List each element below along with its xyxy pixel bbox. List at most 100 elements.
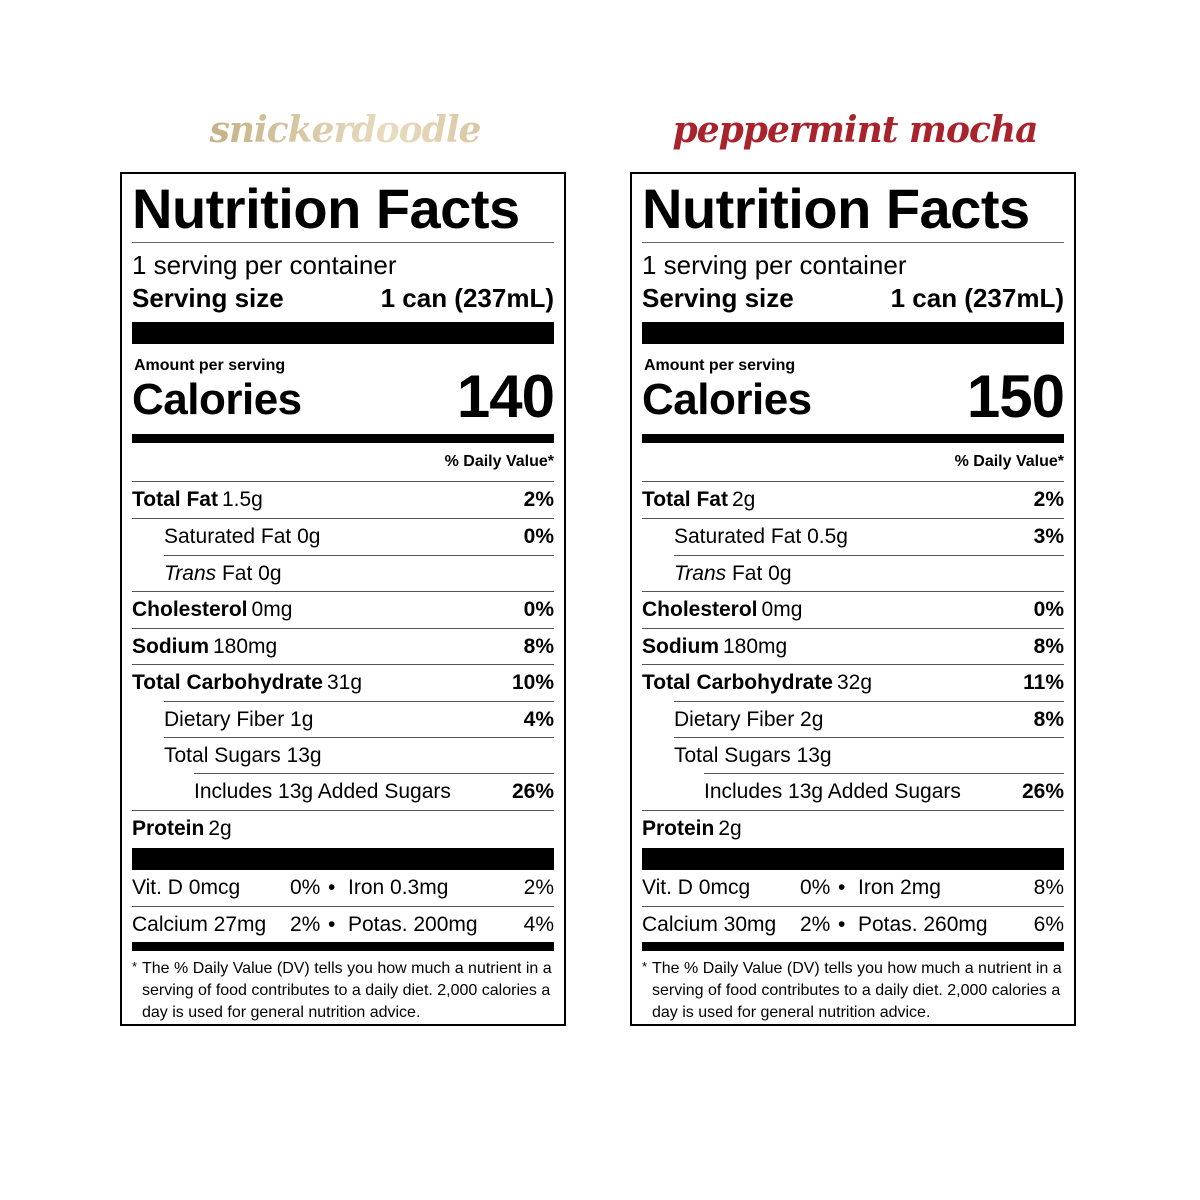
- nutrient-name-italic: Trans: [164, 562, 217, 585]
- vitamin-b: Iron 2mg: [858, 876, 941, 899]
- nutrient-amount: 2g: [208, 817, 232, 840]
- medium-divider: [132, 434, 554, 443]
- vitamin-b: Potas. 260mg: [858, 913, 988, 936]
- nutrient-row-total-carbohydrate: Total Carbohydrate 31g 10%: [132, 665, 554, 701]
- servings-per-container: 1 serving per container: [642, 250, 907, 280]
- vitamin-a-dv: 2%: [290, 913, 321, 936]
- nutrient-name: Protein: [642, 817, 715, 840]
- footnote: * The % Daily Value (DV) tells you how m…: [132, 958, 554, 1024]
- footnote-text: The % Daily Value (DV) tells you how muc…: [142, 960, 552, 1021]
- divider: [132, 664, 554, 665]
- nutrient-row-protein: Protein 2g: [132, 811, 554, 847]
- medium-divider: [642, 942, 1064, 951]
- serving-size-label: Serving size: [642, 283, 794, 313]
- divider: [132, 810, 554, 811]
- vitamin-a: Vit. D 0mcg: [132, 876, 241, 899]
- divider: [642, 664, 1064, 665]
- serving-size-label: Serving size: [132, 283, 284, 313]
- divider: [642, 242, 1064, 243]
- divider: [164, 701, 554, 702]
- nutrient-row-total-fat: Total Fat 1.5g 2%: [132, 482, 554, 518]
- vitamin-b-dv: 2%: [523, 876, 554, 899]
- serving-size-row: Serving size 1 can (237mL): [642, 282, 1064, 314]
- nutrient-dv: 3%: [1033, 525, 1064, 548]
- servings-per-container: 1 serving per container: [132, 250, 397, 280]
- thick-divider: [132, 322, 554, 344]
- vitamin-row: Vit. D 0mcg 0% • Iron 0.3mg 2%: [132, 870, 554, 906]
- nutrient-row-added-sugars: Includes 13g Added Sugars 26%: [132, 774, 554, 810]
- nutrient-row-trans-fat: Trans Fat 0g: [642, 556, 1064, 592]
- nutrient-dv: 2%: [523, 488, 554, 511]
- nutrient-dv: 8%: [1033, 708, 1064, 731]
- medium-divider: [132, 942, 554, 951]
- nutrient-amount: 2g: [731, 488, 756, 511]
- medium-divider: [642, 434, 1064, 443]
- nutrient-name: Sodium: [642, 635, 719, 658]
- nutrient-amount: 2g: [718, 817, 742, 840]
- nutrient-name: Dietary Fiber 2g: [674, 708, 824, 731]
- divider: [132, 242, 554, 243]
- nutrient-name: Total Sugars 13g: [164, 744, 322, 767]
- divider: [674, 555, 1064, 556]
- vitamin-b-dv: 4%: [523, 913, 554, 936]
- calories-label: Calories: [132, 375, 302, 424]
- nutrient-name: Sodium: [132, 635, 209, 658]
- nutrient-amount: 0mg: [251, 598, 293, 621]
- divider: [642, 628, 1064, 629]
- nutrient-amount: 32g: [836, 671, 873, 694]
- nutrition-label-snickerdoodle: Nutrition Facts 1 serving per container …: [120, 172, 566, 1026]
- nutrient-name: Total Sugars 13g: [674, 744, 832, 767]
- vitamin-b-dv: 8%: [1033, 876, 1064, 899]
- nutrient-row-cholesterol: Cholesterol 0mg 0%: [132, 592, 554, 628]
- nutrient-name: Includes 13g Added Sugars: [704, 780, 961, 803]
- nutrient-name: Cholesterol: [132, 598, 248, 621]
- nutrition-facts-heading: Nutrition Facts: [132, 177, 520, 240]
- nutrient-row-saturated-fat: Saturated Fat 0g 0%: [132, 519, 554, 555]
- serving-size-value: 1 can (237mL): [890, 283, 1064, 313]
- vitamin-row: Calcium 27mg 2% • Potas. 200mg 4%: [132, 907, 554, 943]
- nutrient-name: Protein: [132, 817, 205, 840]
- vitamin-row: Calcium 30mg 2% • Potas. 260mg 6%: [642, 907, 1064, 943]
- vitamin-a-dv: 0%: [800, 876, 831, 899]
- nutrient-name: Dietary Fiber 1g: [164, 708, 314, 731]
- nutrient-name: Saturated Fat 0.5g: [674, 525, 848, 548]
- nutrient-dv: 8%: [523, 635, 554, 658]
- nutrient-row-dietary-fiber: Dietary Fiber 2g 8%: [642, 702, 1064, 738]
- amount-per-serving: Amount per serving: [644, 357, 796, 374]
- divider: [642, 518, 1064, 519]
- nutrient-dv: 11%: [1023, 671, 1064, 694]
- nutrient-name: Includes 13g Added Sugars: [194, 780, 451, 803]
- nutrient-name: Cholesterol: [642, 598, 758, 621]
- divider: [132, 628, 554, 629]
- bullet-separator: •: [328, 876, 336, 899]
- nutrient-dv: 0%: [523, 525, 554, 548]
- nutrient-row-total-sugars: Total Sugars 13g: [132, 738, 554, 774]
- bullet-separator: •: [328, 913, 336, 936]
- nutrient-row-protein: Protein 2g: [642, 811, 1064, 847]
- vitamin-b: Iron 0.3mg: [348, 876, 449, 899]
- calories-value: 150: [966, 363, 1065, 430]
- divider: [642, 810, 1064, 811]
- divider: [642, 481, 1064, 482]
- footnote-text: The % Daily Value (DV) tells you how muc…: [652, 960, 1062, 1021]
- nutrient-dv: 26%: [511, 780, 554, 803]
- divider: [194, 773, 554, 774]
- calories-value: 140: [456, 363, 555, 430]
- nutrient-row-total-fat: Total Fat 2g 2%: [642, 482, 1064, 518]
- serving-size-row: Serving size 1 can (237mL): [132, 282, 554, 314]
- divider: [132, 591, 554, 592]
- vitamin-a: Calcium 27mg: [132, 913, 267, 936]
- divider: [132, 518, 554, 519]
- divider: [704, 773, 1064, 774]
- vitamin-a-dv: 2%: [800, 913, 831, 936]
- divider: [674, 701, 1064, 702]
- divider: [674, 737, 1064, 738]
- vitamin-a-dv: 0%: [290, 876, 321, 899]
- calories-label: Calories: [642, 375, 812, 424]
- footnote-star: *: [642, 959, 648, 974]
- thick-divider: [642, 322, 1064, 344]
- vitamin-row: Vit. D 0mcg 0% • Iron 2mg 8%: [642, 870, 1064, 906]
- nutrient-row-total-carbohydrate: Total Carbohydrate 32g 11%: [642, 665, 1064, 701]
- nutrient-row-saturated-fat: Saturated Fat 0.5g 3%: [642, 519, 1064, 555]
- amount-per-serving: Amount per serving: [134, 357, 286, 374]
